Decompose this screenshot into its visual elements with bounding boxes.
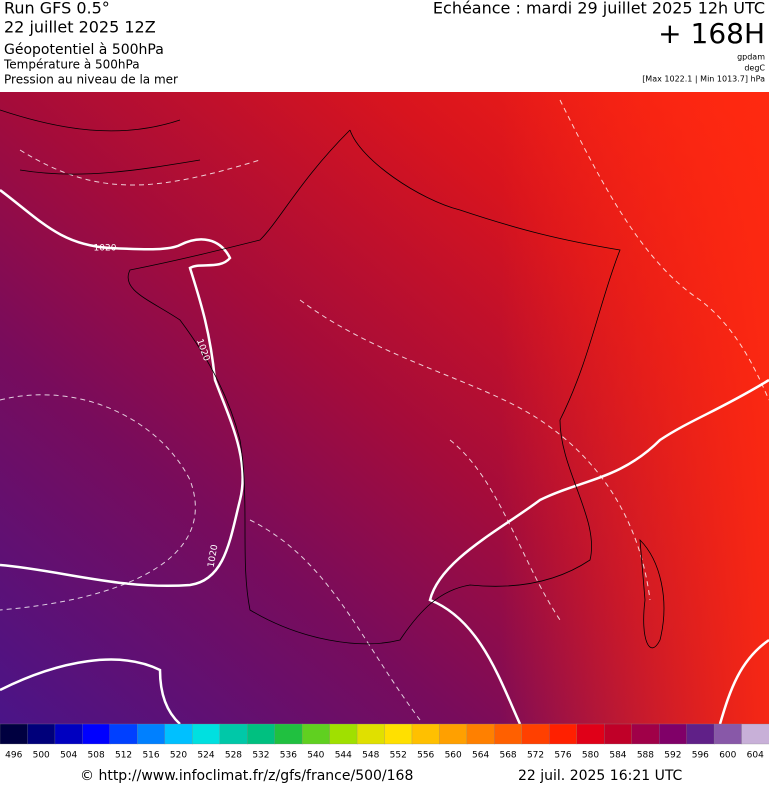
source-url: © http://www.infoclimat.fr/z/gfs/france/… <box>80 768 413 784</box>
forecast-time: Echéance : mardi 29 juillet 2025 12h UTC <box>433 0 765 18</box>
scale-swatch <box>658 723 688 745</box>
scale-label: 504 <box>60 751 77 761</box>
color-scale: 496 500 504 508 512 516 520 524 528 532 536 540 544 5… <box>0 723 769 761</box>
scale-label: 508 <box>88 751 105 761</box>
scale-label: 512 <box>115 751 132 761</box>
scale-label: 552 <box>390 751 407 761</box>
scale-swatch <box>686 723 715 745</box>
scale-swatch <box>301 723 331 745</box>
map-shade <box>500 92 769 724</box>
scale-label: 524 <box>197 751 214 761</box>
scale-swatch <box>192 723 221 745</box>
unit: degC <box>744 64 765 73</box>
run-title: Run GFS 0.5° <box>4 0 110 18</box>
scale-swatch <box>329 723 358 745</box>
scale-swatch <box>54 723 84 745</box>
scale-label: 580 <box>582 751 599 761</box>
scale-swatch <box>631 723 660 745</box>
scale-label: 532 <box>252 751 269 761</box>
field-line: Température à 500hPa <box>3 58 140 72</box>
forecast-horizon: + 168H <box>658 17 765 50</box>
scale-swatch <box>109 723 138 745</box>
scale-label: 592 <box>664 751 681 761</box>
isobar-label: 1020 <box>94 244 117 254</box>
borders <box>0 109 665 649</box>
scale-swatch <box>713 723 743 745</box>
scale-label: 572 <box>527 751 544 761</box>
scale-swatch <box>219 723 248 745</box>
scale-label: 544 <box>335 751 352 761</box>
scale-label: 584 <box>609 751 626 761</box>
scale-label: 568 <box>499 751 516 761</box>
scale-swatch <box>82 723 111 745</box>
scale-swatch <box>549 723 578 745</box>
scale-label: 516 <box>142 751 159 761</box>
pressure-range: [Max 1022.1 | Min 1013.7] hPa <box>642 75 765 84</box>
scale-swatch <box>741 723 769 745</box>
timestamp: 22 juil. 2025 16:21 UTC <box>518 768 683 784</box>
scale-swatch <box>521 723 550 745</box>
scale-swatch <box>164 723 193 745</box>
isobars <box>0 189 769 725</box>
scale-label: 604 <box>747 751 764 761</box>
scale-swatch <box>0 723 29 745</box>
isobar-label: 1020 <box>207 544 221 569</box>
scale-swatch <box>274 723 303 745</box>
scale-label: 540 <box>307 751 324 761</box>
unit: gpdam <box>737 53 765 62</box>
field-line: Géopotentiel à 500hPa <box>4 42 164 58</box>
scale-swatch <box>247 723 276 745</box>
scale-label: 496 <box>5 751 22 761</box>
scale-swatch <box>137 723 166 745</box>
scale-label: 576 <box>554 751 571 761</box>
scale-label: 600 <box>719 751 736 761</box>
scale-label: 500 <box>33 751 50 761</box>
scale-label: 536 <box>280 751 297 761</box>
scale-swatch <box>384 723 413 745</box>
scale-swatch <box>27 723 56 745</box>
scale-label: 588 <box>637 751 654 761</box>
scale-swatch <box>439 723 468 745</box>
scale-label: 548 <box>362 751 379 761</box>
run-date: 22 juillet 2025 12Z <box>4 18 156 37</box>
field-line: Pression au niveau de la mer <box>4 73 178 87</box>
scale-label: 560 <box>445 751 462 761</box>
scale-swatch <box>466 723 496 745</box>
scale-label: 528 <box>225 751 242 761</box>
scale-swatch <box>494 723 523 745</box>
scale-swatch <box>576 723 605 745</box>
scale-swatch <box>411 723 441 745</box>
scale-label: 564 <box>472 751 489 761</box>
scale-label: 596 <box>692 751 709 761</box>
scale-swatch <box>356 723 386 745</box>
scale-swatch <box>604 723 633 745</box>
scale-label: 520 <box>170 751 187 761</box>
scale-label: 556 <box>417 751 434 761</box>
